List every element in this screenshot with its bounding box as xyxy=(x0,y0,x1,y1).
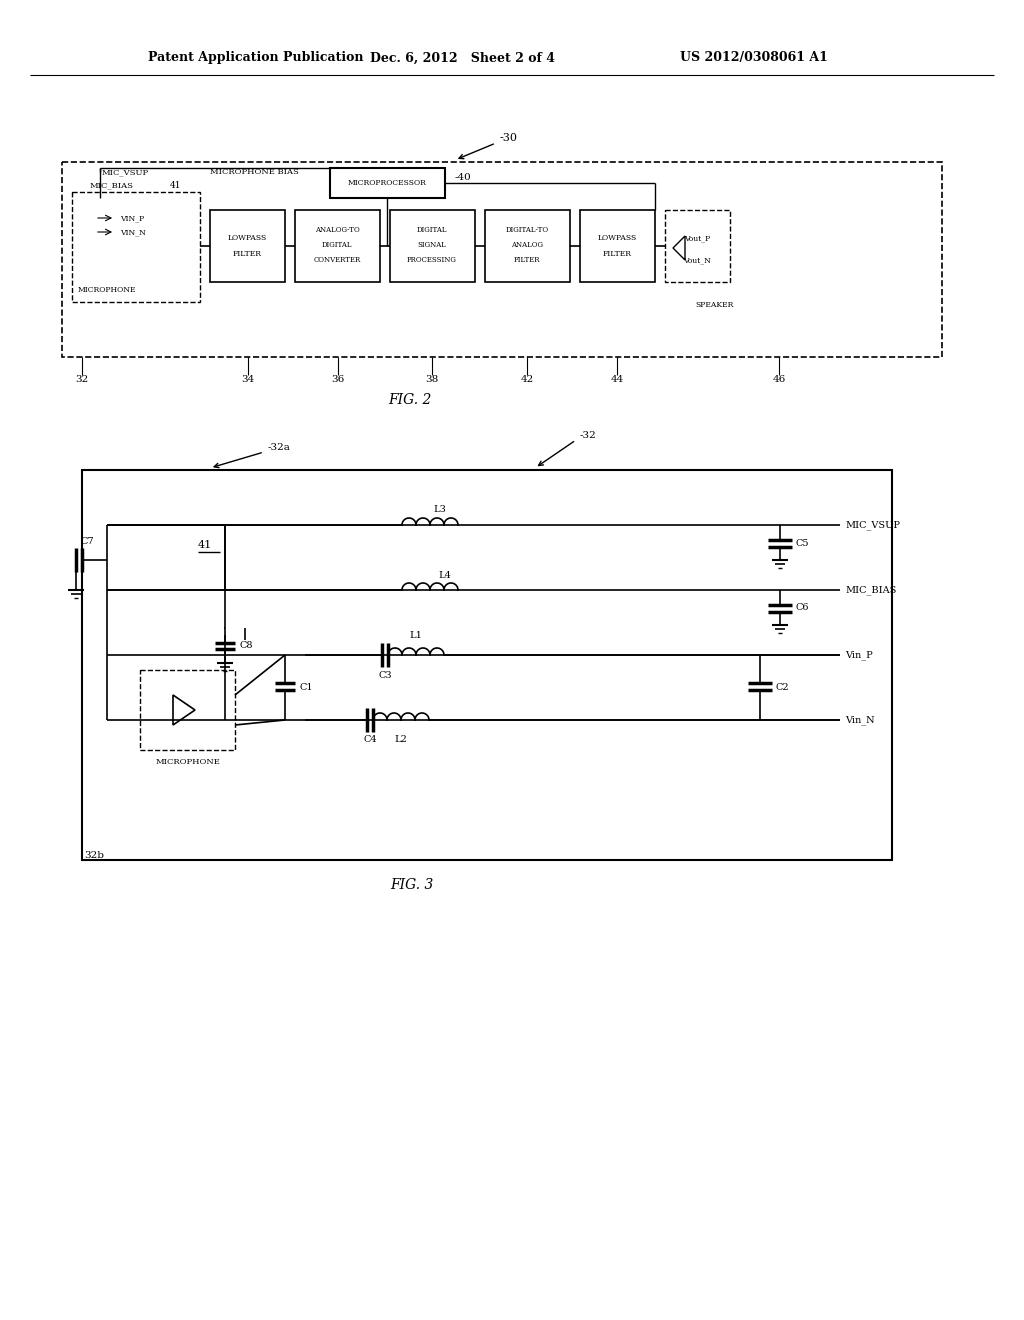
Text: LOWPASS: LOWPASS xyxy=(227,234,266,242)
Text: C8: C8 xyxy=(239,642,253,651)
Bar xyxy=(390,210,475,282)
Text: Vout_N: Vout_N xyxy=(683,256,711,264)
Text: L1: L1 xyxy=(410,631,423,639)
Text: Vin_P: Vin_P xyxy=(845,651,872,660)
Bar xyxy=(665,210,730,282)
Text: C6: C6 xyxy=(796,603,810,612)
Text: Vout_P: Vout_P xyxy=(684,234,710,242)
Text: L3: L3 xyxy=(433,506,446,515)
Text: Dec. 6, 2012   Sheet 2 of 4: Dec. 6, 2012 Sheet 2 of 4 xyxy=(370,51,555,65)
Text: MICROPHONE: MICROPHONE xyxy=(156,758,220,766)
Text: Patent Application Publication: Patent Application Publication xyxy=(148,51,364,65)
Text: 32: 32 xyxy=(76,375,89,384)
Text: Vin_N: Vin_N xyxy=(845,715,874,725)
Text: SIGNAL: SIGNAL xyxy=(418,242,446,249)
Bar xyxy=(62,162,942,356)
FancyArrowPatch shape xyxy=(459,144,494,158)
Text: 36: 36 xyxy=(332,375,345,384)
Bar xyxy=(330,168,445,198)
Text: 42: 42 xyxy=(520,375,534,384)
Text: C5: C5 xyxy=(796,539,810,548)
Text: CONVERTER: CONVERTER xyxy=(313,256,360,264)
Bar xyxy=(140,671,234,750)
Text: FILTER: FILTER xyxy=(514,256,541,264)
Text: MICROPHONE: MICROPHONE xyxy=(78,286,136,294)
Text: PROCESSING: PROCESSING xyxy=(408,256,457,264)
Text: MICROPROCESSOR: MICROPROCESSOR xyxy=(347,180,426,187)
Bar xyxy=(580,210,655,282)
Text: -32a: -32a xyxy=(268,442,291,451)
Bar xyxy=(295,210,380,282)
Text: FILTER: FILTER xyxy=(232,249,261,257)
Text: 41: 41 xyxy=(198,540,212,550)
Bar xyxy=(82,470,892,861)
Text: MICROPHONE BIAS: MICROPHONE BIAS xyxy=(210,168,299,176)
Text: DIGITAL-TO: DIGITAL-TO xyxy=(506,226,549,234)
FancyArrowPatch shape xyxy=(214,453,261,467)
Text: L2: L2 xyxy=(394,735,408,744)
Text: VIN_P: VIN_P xyxy=(120,214,144,222)
Text: DIGITAL: DIGITAL xyxy=(322,242,352,249)
Text: C4: C4 xyxy=(364,735,377,744)
Bar xyxy=(485,210,570,282)
Text: -32: -32 xyxy=(580,430,597,440)
Text: 46: 46 xyxy=(772,375,785,384)
Text: ANALOG: ANALOG xyxy=(511,242,543,249)
Text: MIC_BIAS: MIC_BIAS xyxy=(90,181,134,189)
Text: 41: 41 xyxy=(170,181,181,190)
Text: FIG. 2: FIG. 2 xyxy=(388,393,431,407)
Text: -30: -30 xyxy=(500,133,518,143)
Text: C7: C7 xyxy=(80,537,94,546)
Text: ANALOG-TO: ANALOG-TO xyxy=(314,226,359,234)
Text: 32b: 32b xyxy=(84,850,104,859)
FancyArrowPatch shape xyxy=(539,442,573,466)
Bar xyxy=(72,191,200,302)
Text: 38: 38 xyxy=(425,375,438,384)
Text: L4: L4 xyxy=(438,570,452,579)
Text: -40: -40 xyxy=(455,173,472,182)
Text: VIN_N: VIN_N xyxy=(120,228,145,236)
Text: US 2012/0308061 A1: US 2012/0308061 A1 xyxy=(680,51,827,65)
Text: 34: 34 xyxy=(242,375,255,384)
Text: SPEAKER: SPEAKER xyxy=(696,301,734,309)
Text: MIC_VSUP: MIC_VSUP xyxy=(102,168,150,176)
Bar xyxy=(210,210,285,282)
Text: DIGITAL: DIGITAL xyxy=(417,226,447,234)
Text: 44: 44 xyxy=(610,375,624,384)
Text: C3: C3 xyxy=(378,671,392,680)
Text: MIC_VSUP: MIC_VSUP xyxy=(845,520,900,529)
Text: FIG. 3: FIG. 3 xyxy=(390,878,433,892)
Text: FILTER: FILTER xyxy=(602,249,632,257)
Text: LOWPASS: LOWPASS xyxy=(597,234,637,242)
Text: C1: C1 xyxy=(299,682,312,692)
Text: MIC_BIAS: MIC_BIAS xyxy=(845,585,896,595)
Text: C2: C2 xyxy=(776,682,790,692)
